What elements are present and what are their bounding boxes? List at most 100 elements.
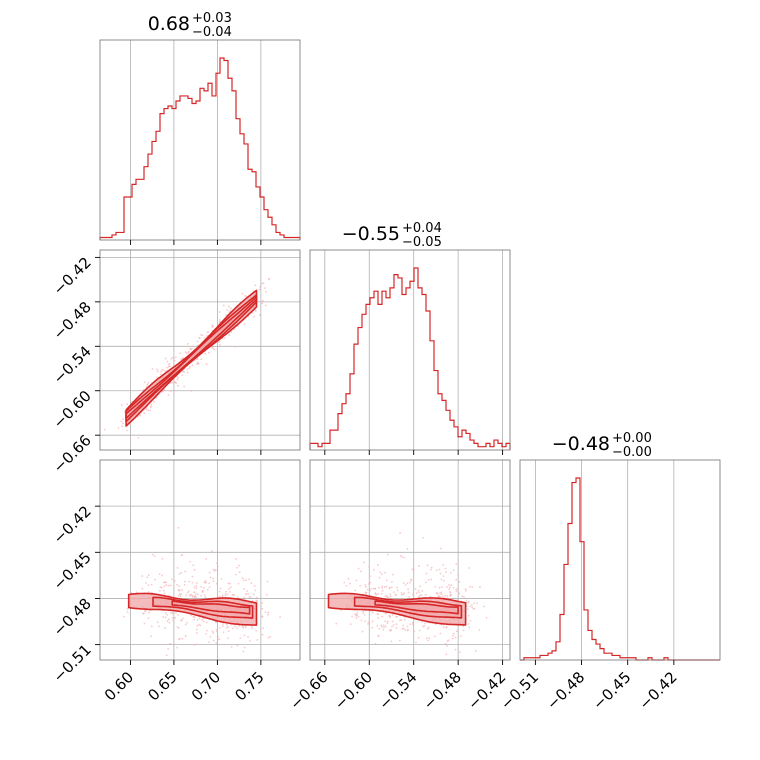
sample-point bbox=[126, 611, 129, 613]
sample-point bbox=[359, 584, 362, 587]
sample-point bbox=[402, 624, 405, 627]
sample-point bbox=[469, 620, 472, 622]
histogram-panel-1 bbox=[309, 249, 511, 455]
sample-point bbox=[430, 578, 433, 581]
x-tick-label: 0.65 bbox=[144, 668, 180, 704]
sample-point bbox=[215, 628, 218, 631]
y-tick-label: −0.66 bbox=[50, 431, 95, 476]
sample-point bbox=[218, 319, 221, 321]
sample-point bbox=[442, 575, 445, 577]
x-tick-label: −0.66 bbox=[286, 668, 331, 713]
sample-point bbox=[165, 581, 168, 584]
sample-point bbox=[233, 625, 236, 628]
sample-point bbox=[414, 588, 417, 590]
sample-point bbox=[176, 626, 179, 628]
sample-point bbox=[441, 595, 444, 598]
joint-panel-1-2: −0.66 −0.60 −0.54 −0.48 −0.42 bbox=[286, 459, 511, 713]
sample-point bbox=[387, 596, 390, 599]
sample-point bbox=[158, 625, 160, 628]
sample-point bbox=[218, 343, 221, 346]
sample-point bbox=[364, 591, 367, 594]
sample-point bbox=[435, 592, 438, 595]
sample-point bbox=[256, 639, 259, 641]
sample-point bbox=[167, 365, 170, 368]
sample-point bbox=[179, 637, 181, 640]
sample-point bbox=[158, 573, 161, 576]
sample-point bbox=[401, 628, 404, 630]
sample-point bbox=[205, 558, 208, 560]
sample-point bbox=[422, 536, 425, 539]
sample-point bbox=[200, 585, 203, 588]
sample-point bbox=[238, 564, 240, 567]
sample-point bbox=[380, 624, 383, 627]
sample-point bbox=[260, 282, 263, 285]
x-tick-label: −0.60 bbox=[331, 668, 376, 713]
sample-point bbox=[386, 595, 388, 598]
sample-point bbox=[156, 376, 158, 379]
sample-point bbox=[209, 576, 212, 579]
sample-point bbox=[419, 594, 421, 597]
sample-point bbox=[235, 627, 238, 630]
sample-point bbox=[380, 625, 383, 628]
panel-title-1: −0.55 +0.04−0.05 bbox=[342, 221, 442, 250]
sample-point bbox=[403, 592, 406, 595]
panel-title-2: −0.48 +0.00−0.00 bbox=[552, 431, 652, 460]
sample-point bbox=[458, 581, 461, 583]
sample-point bbox=[402, 582, 405, 584]
sample-point bbox=[242, 626, 245, 629]
sample-point bbox=[168, 362, 171, 365]
sample-point bbox=[442, 564, 445, 566]
sample-point bbox=[256, 599, 258, 602]
sample-point bbox=[211, 630, 214, 633]
sample-point bbox=[220, 578, 223, 580]
sample-point bbox=[181, 588, 184, 591]
sample-point bbox=[376, 564, 379, 566]
histogram-step-line bbox=[520, 477, 720, 661]
x-tick-label: −0.48 bbox=[420, 668, 465, 713]
sample-point bbox=[428, 637, 431, 640]
sample-point bbox=[390, 581, 393, 583]
sample-point bbox=[243, 323, 246, 325]
sample-point bbox=[468, 626, 471, 629]
sample-point bbox=[191, 364, 194, 367]
sample-point bbox=[166, 613, 169, 616]
sample-point bbox=[264, 287, 266, 290]
title-lower-error: −0.04 bbox=[192, 25, 232, 40]
sample-point bbox=[378, 576, 381, 579]
sample-point bbox=[193, 616, 196, 618]
sample-point bbox=[117, 426, 120, 429]
sample-point bbox=[146, 576, 149, 579]
sample-point bbox=[461, 595, 464, 598]
sample-point bbox=[218, 311, 221, 313]
sample-point bbox=[159, 586, 162, 589]
sample-point bbox=[411, 621, 414, 624]
sample-point bbox=[224, 593, 227, 595]
sample-point bbox=[193, 591, 195, 594]
sample-point bbox=[153, 555, 156, 558]
sample-point bbox=[145, 408, 148, 411]
sample-point bbox=[434, 585, 437, 588]
sample-point bbox=[149, 406, 152, 409]
sample-point bbox=[193, 586, 196, 589]
y-tick-label: −0.60 bbox=[50, 387, 95, 432]
sample-point bbox=[269, 635, 272, 638]
sample-point bbox=[392, 591, 395, 594]
sample-point bbox=[183, 385, 186, 388]
sample-point bbox=[430, 568, 432, 571]
sample-point bbox=[145, 582, 147, 584]
sample-point bbox=[442, 579, 445, 582]
sample-point bbox=[197, 344, 199, 347]
sample-point bbox=[181, 374, 184, 377]
sample-point bbox=[177, 377, 179, 379]
sample-point bbox=[362, 610, 364, 613]
sample-point bbox=[195, 643, 198, 646]
sample-point bbox=[167, 647, 170, 650]
sample-point bbox=[192, 564, 195, 567]
sample-point bbox=[163, 585, 166, 588]
sample-point bbox=[191, 575, 194, 578]
sample-point bbox=[227, 625, 230, 628]
sample-point bbox=[185, 594, 188, 596]
sample-point bbox=[166, 366, 168, 369]
sample-point bbox=[455, 563, 458, 566]
sample-point bbox=[176, 378, 179, 381]
